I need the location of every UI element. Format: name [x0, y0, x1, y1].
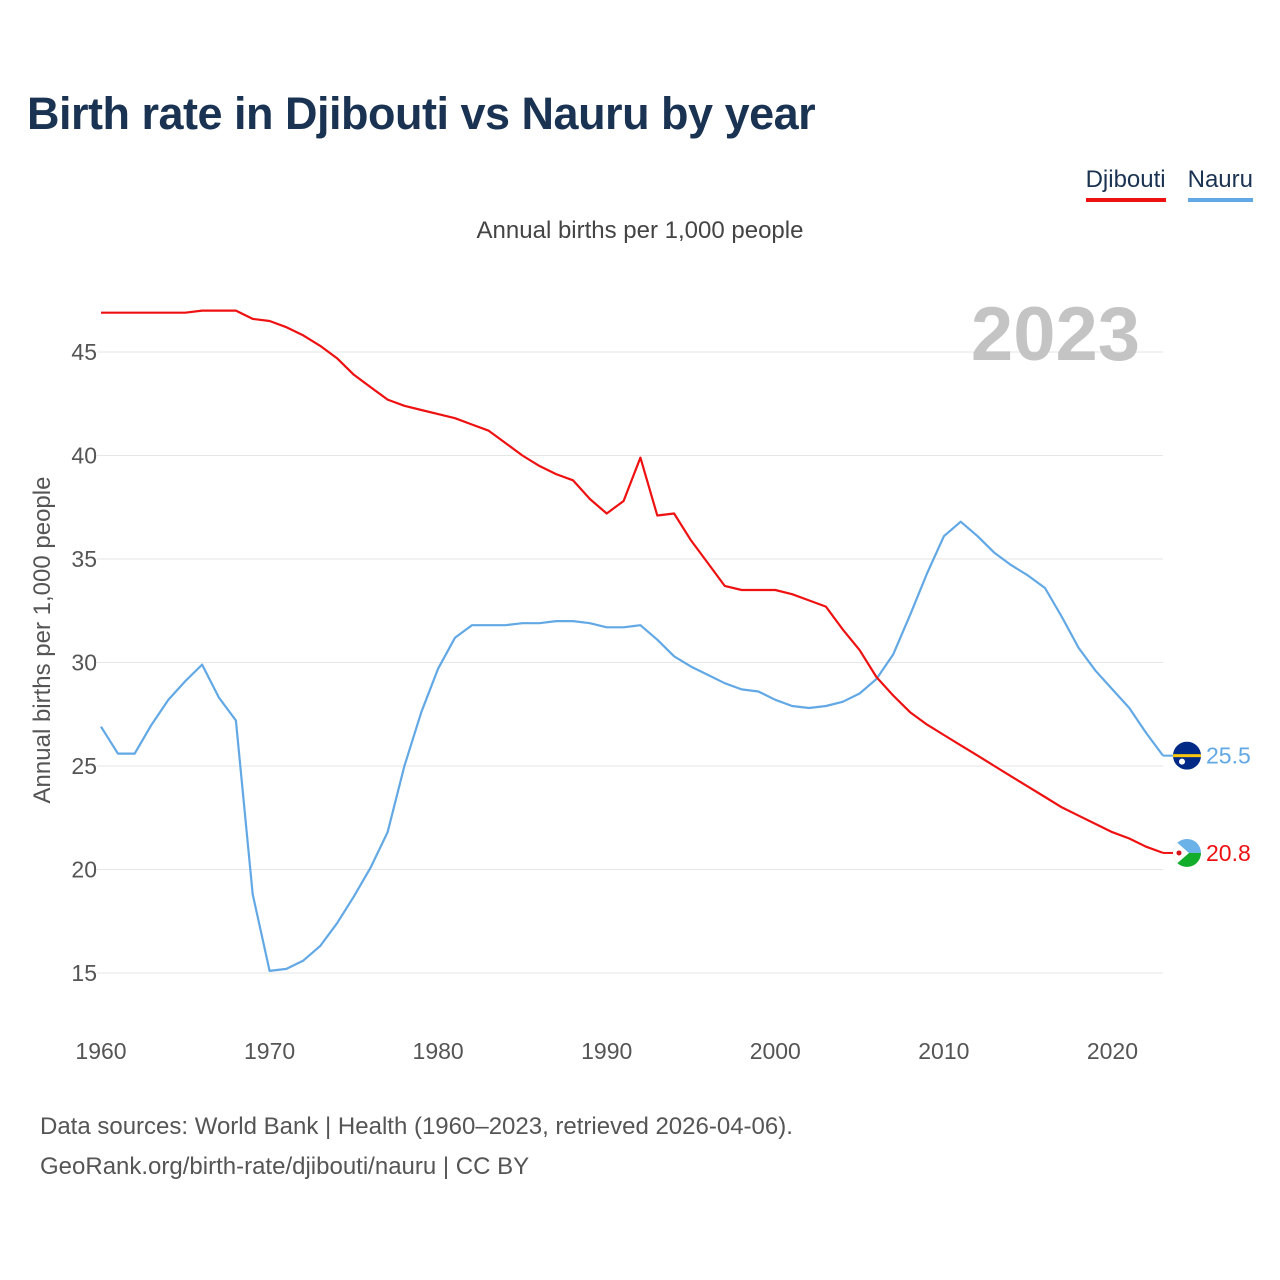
x-tick-label-1990: 1990 [581, 1038, 632, 1064]
flag-nauru-icon [1173, 741, 1201, 770]
legend-swatch-djibouti [1085, 198, 1166, 202]
x-tick-label-2010: 2010 [918, 1038, 969, 1064]
chart-subtitle: Annual births per 1,000 people [476, 217, 804, 244]
y-tick-label-40: 40 [71, 443, 97, 469]
y-tick-label-45: 45 [71, 339, 97, 365]
legend-swatch-nauru [1187, 198, 1253, 202]
y-tick-label-20: 20 [71, 857, 97, 883]
series-line-djibouti [101, 309, 1164, 854]
source-line-1: Data sources: World Bank | Health (1960–… [40, 1113, 793, 1140]
x-tick-label-1960: 1960 [75, 1038, 126, 1064]
end-value-label-djibouti: 20.8 [1206, 840, 1251, 866]
chart-title: Birth rate in Djibouti vs Nauru by year [27, 88, 816, 139]
series-line-nauru [100, 520, 1164, 972]
y-tick-label-15: 15 [71, 960, 97, 986]
legend-label-nauru: Nauru [1187, 166, 1253, 193]
x-tick-label-1980: 1980 [413, 1038, 464, 1064]
source-line-2[interactable]: GeoRank.org/birth-rate/djibouti/nauru | … [40, 1153, 530, 1180]
y-tick-label-35: 35 [71, 546, 97, 572]
x-tick-label-2000: 2000 [750, 1038, 801, 1064]
legend-item-djibouti[interactable]: Djibouti [1085, 166, 1166, 202]
y-tick-label-30: 30 [71, 650, 97, 676]
y-tick-label-25: 25 [71, 753, 97, 779]
legend: Djibouti Nauru [1085, 166, 1253, 202]
source-notes: Data sources: World Bank | Health (1960–… [40, 1107, 793, 1187]
end-value-label-nauru: 25.5 [1206, 743, 1251, 769]
legend-label-djibouti: Djibouti [1085, 166, 1166, 193]
x-tick-label-2020: 2020 [1087, 1038, 1138, 1064]
x-tick-label-1970: 1970 [244, 1038, 295, 1064]
legend-item-nauru[interactable]: Nauru [1187, 166, 1253, 202]
year-watermark: 2023 [971, 292, 1140, 377]
flag-djibouti-icon [1173, 838, 1201, 867]
